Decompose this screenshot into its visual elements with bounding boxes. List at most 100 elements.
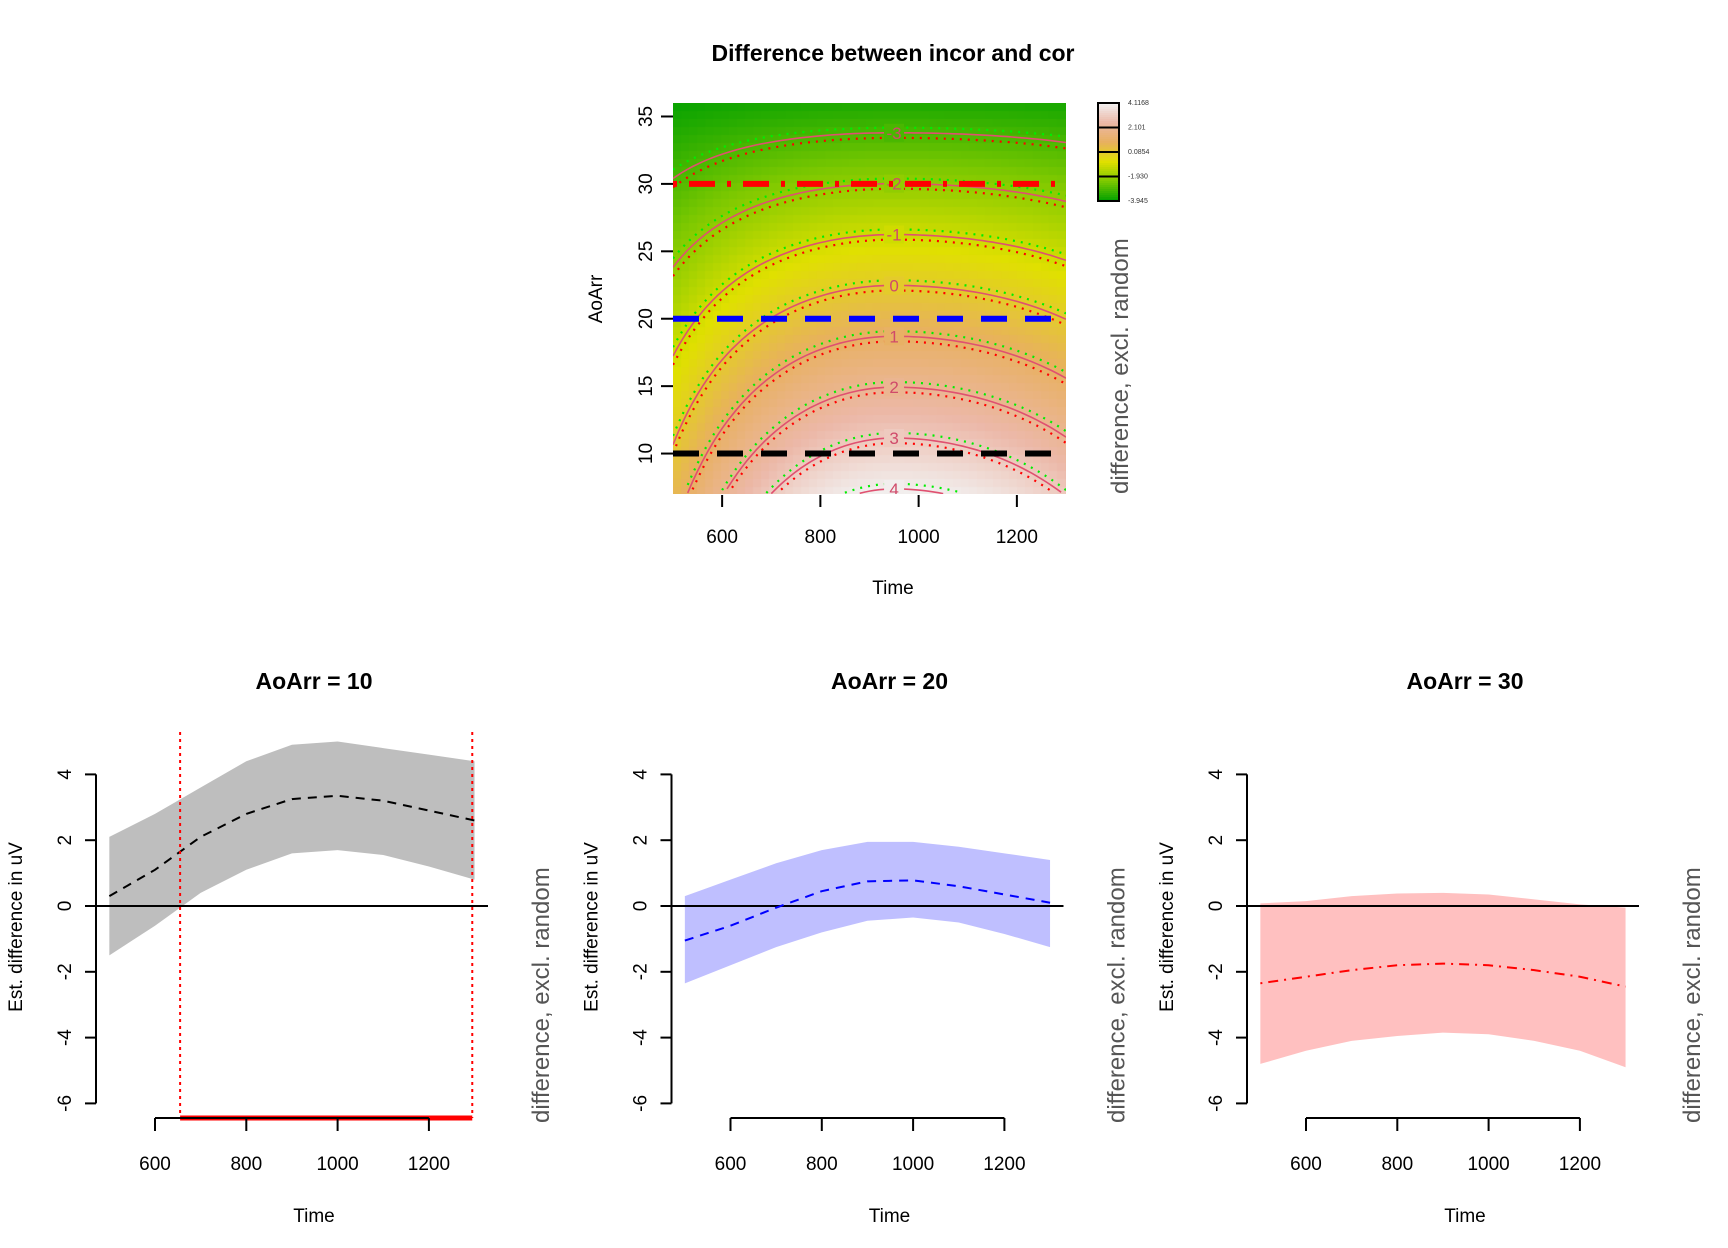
colorbar-cell: [1098, 155, 1119, 158]
heatmap-title: Difference between incor and cor: [712, 40, 1075, 66]
colorbar-cell: [1098, 125, 1119, 128]
colorbar-cell: [1098, 165, 1119, 168]
contour-label: -2: [887, 175, 902, 194]
x-axis-label: Time: [872, 578, 914, 599]
panel-aoarr-10: -6 -4 -2 0 2 4 600 800 1000 1200 AoArr = 10 Time Est…: [6, 668, 555, 1227]
y-tick-label: -4: [55, 1029, 76, 1046]
estimate-contour: [673, 284, 1066, 446]
contour-label-bg: [884, 327, 905, 346]
colorbar-label: 4.1168: [1128, 100, 1149, 107]
x-tick-label: 600: [715, 1154, 747, 1175]
y-tick-label: 15: [636, 376, 657, 397]
panel-title: AoArr = 20: [831, 668, 948, 694]
colorbar-cell: [1098, 185, 1119, 188]
confidence-band: [684, 841, 1051, 984]
colorbar-cell: [1098, 103, 1119, 106]
contour-label-bg: [884, 479, 905, 494]
contour-label-bg: [884, 276, 905, 295]
colorbar-cell: [1098, 117, 1119, 120]
estimate-contour: [686, 335, 1066, 494]
colorbar-cell: [1098, 141, 1119, 144]
ci-upper-contour: [686, 330, 1066, 486]
contour-label: 2: [889, 378, 898, 397]
x-tick-label: 800: [805, 527, 837, 548]
y-tick-label: 2: [1206, 835, 1227, 846]
x-axis-label: Time: [293, 1206, 335, 1227]
colorbar-cell: [1098, 123, 1119, 126]
y-tick-label: 0: [55, 901, 76, 912]
colorbar-cell: [1098, 179, 1119, 182]
colorbar-cell: [1098, 159, 1119, 162]
y-tick-label: -2: [1206, 963, 1227, 980]
x-tick-label: 600: [706, 527, 738, 548]
colorbar-cell: [1098, 177, 1119, 180]
estimate-contour: [770, 437, 1062, 494]
y-tick-label: -6: [55, 1095, 76, 1112]
x-tick-label: 600: [139, 1154, 171, 1175]
colorbar-cell: [1098, 143, 1119, 146]
colorbar-cell: [1098, 145, 1119, 148]
contour-label-bg: [884, 225, 905, 244]
colorbar-cell: [1098, 111, 1119, 114]
y-axis-label: Est. difference in uV: [582, 842, 603, 1012]
contour-label-bg: [884, 174, 905, 193]
colorbar-cell: [1098, 115, 1119, 118]
colorbar-cell: [1098, 119, 1119, 122]
colorbar-cell: [1098, 109, 1119, 112]
y-axis-label: AoArr: [586, 274, 607, 323]
contour-label: -1: [887, 226, 902, 245]
x-tick-label: 1200: [996, 527, 1038, 548]
heatmap-surface: [673, 103, 1066, 494]
y-tick-label: 2: [631, 835, 652, 846]
colorbar-cell: [1098, 105, 1119, 108]
y-tick-label: 30: [636, 173, 657, 194]
y-tick-label: -4: [631, 1029, 652, 1046]
estimate-line: [108, 794, 475, 897]
contour-label: -3: [887, 124, 902, 143]
confidence-band: [109, 741, 475, 956]
estimate-line: [1260, 962, 1626, 988]
panel-aoarr-20: -6 -4 -2 0 2 4 600 800 1000 1200 AoArr = 20 Time Est…: [582, 668, 1131, 1227]
estimate-contour: [673, 233, 1066, 357]
y-tick-label: 0: [631, 901, 652, 912]
ci-upper-contour: [673, 279, 1066, 437]
y-tick-label: 20: [636, 308, 657, 329]
contour-label-bg: [884, 123, 905, 142]
x-tick-label: 1000: [892, 1154, 934, 1175]
colorbar-cell: [1098, 181, 1119, 184]
colorbar-cell: [1098, 161, 1119, 164]
panel-title: AoArr = 30: [1407, 668, 1524, 694]
x-axis-label: Time: [869, 1206, 911, 1227]
contour-label-bg: [884, 378, 905, 397]
x-tick-label: 800: [1381, 1154, 1413, 1175]
colorbar-cell: [1098, 173, 1119, 176]
colorbar-cell: [1098, 113, 1119, 116]
colorbar-label: -1.930: [1128, 174, 1148, 181]
colorbar-cell: [1098, 195, 1119, 198]
y-tick-label: -6: [1206, 1095, 1227, 1112]
contour-label-bg: [884, 429, 905, 448]
confidence-band: [1260, 892, 1626, 1068]
colorbar-label: -3.945: [1128, 198, 1148, 205]
colorbar-cell: [1098, 183, 1119, 186]
right-axis-label: difference, excl. random: [528, 867, 555, 1123]
ci-upper-contour: [673, 228, 1066, 348]
y-tick-label: 0: [1206, 901, 1227, 912]
y-tick-label: 4: [1206, 769, 1227, 780]
x-tick-label: 600: [1290, 1154, 1322, 1175]
ci-lower-contour: [673, 187, 1066, 277]
colorbar-cell: [1098, 107, 1119, 110]
colorbar-cell: [1098, 189, 1119, 192]
contour-label: 0: [889, 276, 898, 295]
x-tick-label: 800: [806, 1154, 838, 1175]
colorbar-label: 0.0854: [1128, 149, 1150, 156]
y-tick-label: 25: [636, 241, 657, 262]
colorbar-cell: [1098, 147, 1119, 150]
ci-lower-contour: [780, 441, 1052, 492]
y-tick-label: -6: [631, 1095, 652, 1112]
colorbar-label: 2.101: [1128, 125, 1146, 132]
x-tick-label: 1000: [897, 527, 939, 548]
colorbar-cell: [1098, 135, 1119, 138]
colorbar: 4.1168 2.101 0.0854 -1.930 -3.945: [1097, 100, 1150, 205]
colorbar-cell: [1098, 169, 1119, 172]
